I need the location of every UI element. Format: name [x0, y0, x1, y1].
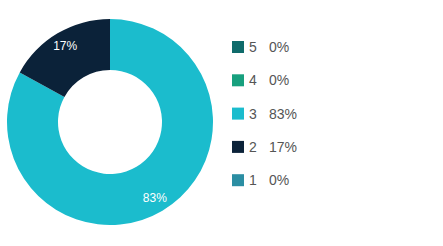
legend-item: 4 0% [232, 72, 289, 88]
legend-swatch [232, 41, 244, 53]
legend-value: 0% [269, 39, 289, 55]
legend-item: 3 83% [232, 106, 297, 122]
legend-swatch [232, 141, 244, 153]
legend-label: 2 [249, 139, 257, 155]
legend-swatch [232, 108, 244, 120]
legend-value: 0% [269, 172, 289, 188]
legend-item: 2 17% [232, 139, 297, 155]
slice [7, 19, 213, 225]
legend-value: 17% [269, 139, 297, 155]
legend-label: 4 [249, 72, 257, 88]
legend-swatch [232, 74, 244, 86]
legend-label: 5 [249, 39, 257, 55]
slice [110, 19, 111, 70]
legend-swatch [232, 174, 244, 186]
data-label: 83% [143, 191, 167, 205]
slice [20, 19, 110, 97]
chart: 83% 17% 5 0% 4 0% 3 83% 2 17% 1 0% [0, 0, 443, 246]
legend: 5 0% 4 0% 3 83% 2 17% 1 0% [232, 39, 297, 188]
donut [7, 19, 213, 225]
legend-item: 5 0% [232, 39, 289, 55]
legend-label: 1 [249, 172, 257, 188]
data-labels: 83% 17% [53, 39, 167, 204]
legend-value: 83% [269, 106, 297, 122]
legend-item: 1 0% [232, 172, 289, 188]
legend-label: 3 [249, 106, 257, 122]
legend-value: 0% [269, 72, 289, 88]
data-label: 17% [53, 39, 77, 53]
